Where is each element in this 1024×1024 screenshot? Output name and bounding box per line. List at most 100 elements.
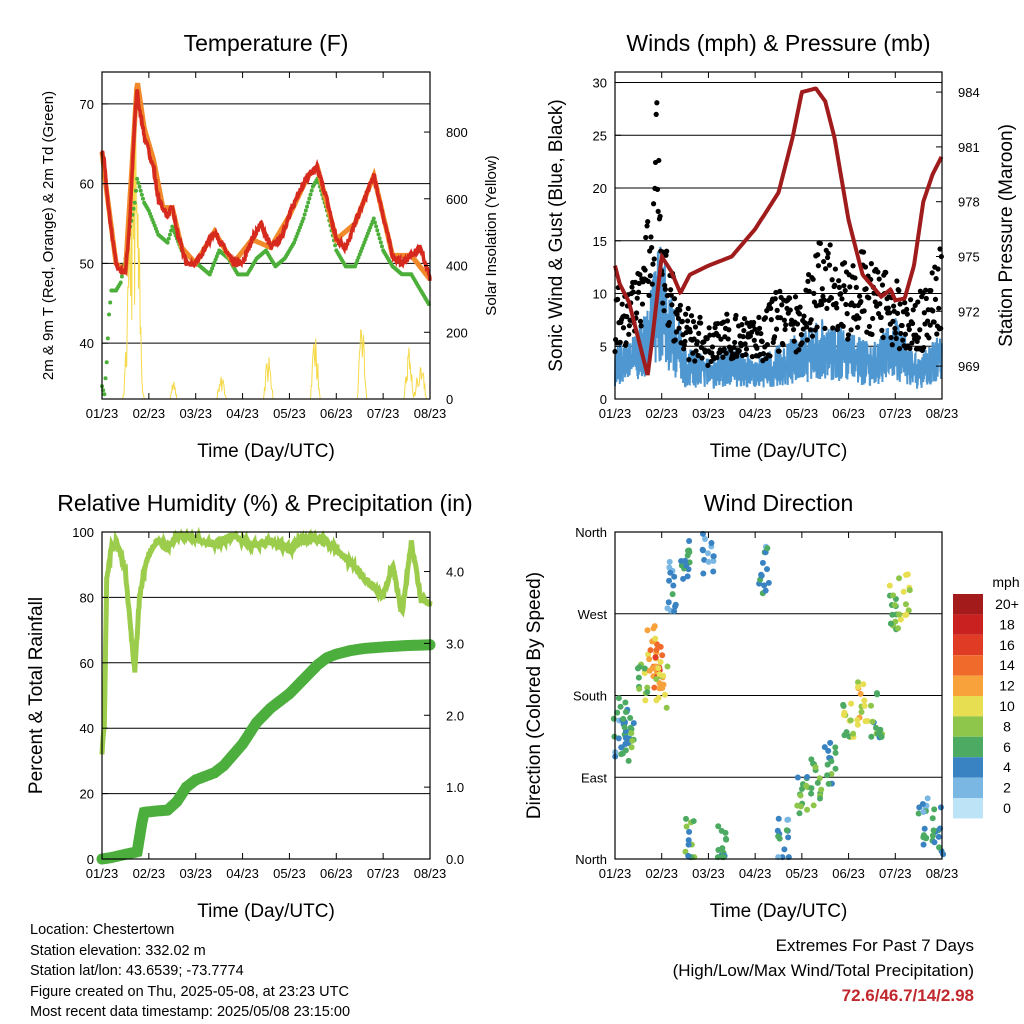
x-tick-label: 02/23	[133, 866, 166, 881]
gust-point	[664, 248, 670, 254]
gust-point	[923, 287, 929, 293]
gust-point	[819, 301, 825, 307]
plot-frame	[101, 531, 431, 860]
gust-point	[891, 303, 897, 309]
gust-point	[773, 326, 780, 332]
gust-point	[647, 273, 653, 279]
y-tick-label: 60	[80, 656, 94, 671]
y-tick-label-right: 975	[958, 250, 980, 265]
gust-point	[796, 347, 802, 353]
x-tick-label: 01/23	[599, 406, 632, 421]
direction-point	[667, 569, 674, 576]
gust-point	[861, 308, 867, 314]
y-tick-label-right: 3.0	[446, 636, 464, 651]
direction-point	[678, 558, 685, 565]
direction-point	[704, 550, 711, 557]
direction-point	[686, 828, 693, 835]
dewpoint-point	[118, 280, 123, 285]
y-tick-label-right: 978	[958, 195, 980, 210]
direction-point	[783, 827, 790, 834]
dewpoint-point	[307, 196, 312, 201]
direction-point	[627, 715, 634, 722]
gust-point	[693, 348, 699, 354]
direction-point	[622, 734, 629, 741]
dewpoint-point	[374, 224, 379, 229]
series-rh	[99, 526, 433, 755]
y-tick-label-right: 2.0	[446, 708, 464, 723]
direction-point	[622, 747, 629, 754]
gust-point	[902, 331, 908, 337]
legend-label: 4	[1003, 759, 1011, 775]
extremes-box: Extremes For Past 7 Days (High/Low/Max W…	[673, 933, 974, 1008]
x-tick-label: 08/23	[926, 866, 959, 881]
direction-point	[775, 815, 782, 822]
recent-timestamp: Most recent data timestamp: 2025/05/08 2…	[30, 1004, 351, 1020]
y-tick-label: 50	[80, 256, 94, 271]
direction-point	[622, 708, 629, 715]
gust-point	[840, 323, 846, 329]
gust-point	[933, 275, 939, 282]
direction-point	[646, 656, 653, 663]
panel-temperature: Temperature (F) 01/23 02/23 03/23 04/23 05/23…	[40, 30, 500, 462]
direction-point	[666, 564, 673, 571]
gust-point	[615, 296, 621, 302]
direction-point	[861, 702, 868, 709]
direction-point	[774, 827, 781, 834]
direction-point	[708, 539, 715, 546]
direction-point	[699, 547, 706, 554]
y-tick-label: 60	[80, 177, 94, 192]
x-tick-label: 02/23	[645, 866, 678, 881]
dewpoint-point	[137, 184, 142, 189]
gust-point	[817, 240, 823, 246]
direction-point	[762, 587, 769, 594]
gust-point	[649, 281, 655, 287]
direction-point	[641, 665, 648, 672]
gust-point	[929, 270, 935, 276]
direction-point	[683, 823, 690, 830]
gust-point	[870, 315, 876, 322]
direction-point	[920, 841, 927, 848]
y-tick-label: South	[573, 689, 607, 704]
x-axis-label: Time (Day/UTC)	[197, 441, 335, 462]
panel-winds: Winds (mph) & Pressure (mb) 01/23 02/23 03/…	[546, 30, 1017, 462]
gust-point	[669, 302, 675, 308]
gust-point	[856, 293, 863, 299]
y-tick-label-right: 0.0	[446, 852, 464, 867]
direction-point	[683, 562, 690, 569]
legend-label: 2	[1003, 780, 1011, 796]
x-tick-label: 04/23	[739, 866, 772, 881]
y-tick-label: 40	[80, 336, 94, 351]
direction-point	[759, 559, 766, 566]
gust-point	[650, 261, 656, 267]
direction-point	[896, 611, 903, 618]
gust-point	[629, 284, 635, 290]
direction-point	[824, 772, 831, 779]
gust-point	[921, 310, 927, 316]
y-tick-label: 25	[593, 128, 607, 143]
gust-point	[643, 234, 649, 241]
gust-point	[829, 277, 835, 283]
y-tick-label: 10	[593, 287, 607, 302]
direction-point	[868, 733, 875, 740]
direction-point	[685, 852, 692, 859]
gust-point	[754, 345, 760, 351]
dewpoint-point	[306, 200, 311, 205]
gust-point	[836, 278, 842, 284]
y-tick-label-right: 400	[446, 259, 468, 274]
direction-point	[649, 665, 656, 672]
gust-point	[724, 318, 731, 324]
direction-point	[617, 703, 624, 710]
gust-point	[814, 324, 820, 330]
gust-point	[892, 325, 898, 332]
gust-point	[773, 289, 779, 296]
gust-point	[707, 332, 713, 338]
gust-point	[908, 297, 914, 303]
gust-point	[931, 319, 937, 325]
direction-point	[642, 697, 649, 704]
x-tick-label: 04/23	[739, 406, 772, 421]
dewpoint-point	[135, 176, 140, 181]
direction-point	[671, 573, 678, 580]
direction-point	[615, 735, 622, 742]
gust-point	[692, 358, 698, 364]
dewpoint-point	[103, 376, 108, 381]
